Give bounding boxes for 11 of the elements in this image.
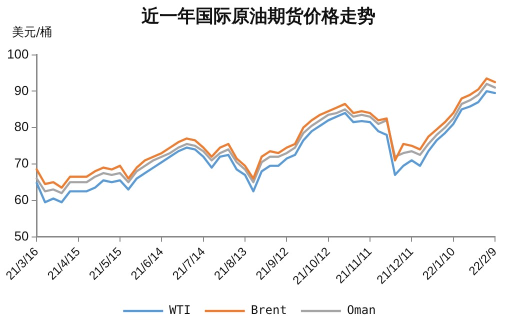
legend-label: WTI [169, 303, 191, 318]
legend-label: Oman [346, 303, 376, 318]
chart-title: 近一年国际原油期货价格走势 [142, 6, 376, 27]
y-tick-label: 70 [14, 156, 29, 171]
y-tick-label: 60 [14, 192, 29, 207]
y-tick-label: 90 [14, 82, 29, 98]
y-axis-title: 美元/桶 [12, 24, 52, 41]
y-tick-label: 100 [6, 46, 29, 62]
legend-label: Brent [250, 303, 287, 318]
y-tick-label: 80 [14, 119, 29, 134]
y-tick-label: 50 [14, 228, 29, 244]
